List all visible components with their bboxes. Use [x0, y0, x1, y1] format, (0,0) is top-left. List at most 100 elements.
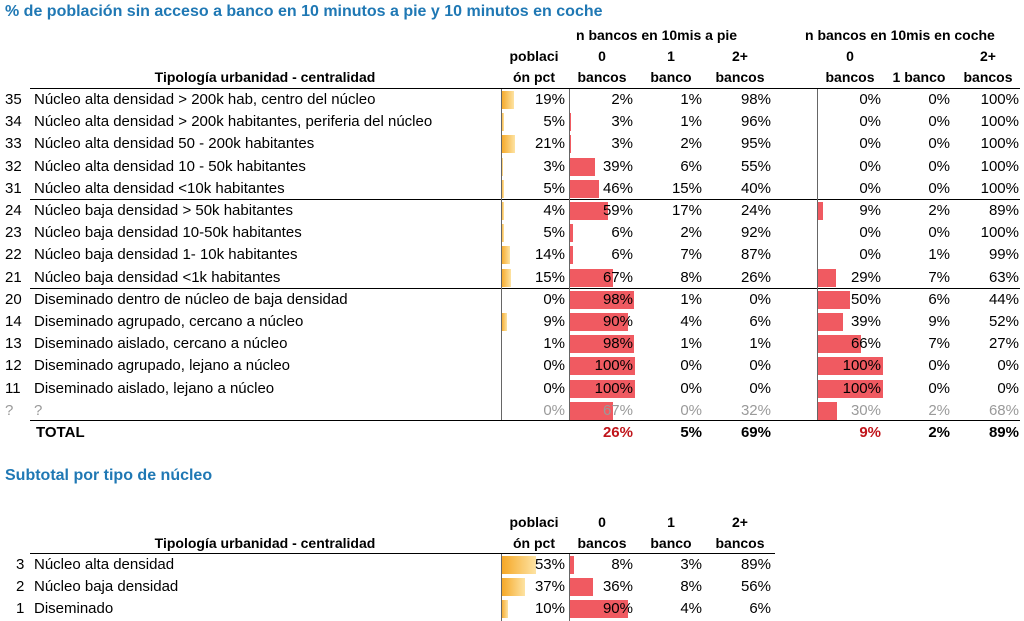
population-pct: 37%: [534, 578, 565, 596]
population-pct-cell: 19%: [501, 89, 567, 111]
walk-1-bank: 1%: [680, 91, 702, 108]
car-0-banks-cell: 0%: [817, 111, 883, 133]
row-name: Diseminado agrupado, lejano a núcleo: [34, 357, 291, 375]
table-row: 33 Núcleo alta densidad 50 - 200k habitan…: [0, 133, 1024, 155]
walk-0-bar: [569, 290, 634, 309]
walk-1-bank: 0%: [680, 401, 702, 419]
walk-0-banks-cell: 98%: [569, 333, 635, 355]
walk-0-banks: 3%: [611, 113, 633, 131]
population-pct: 4%: [543, 202, 565, 219]
row-code: 22: [5, 246, 22, 264]
car-1-header: 1 banco: [892, 69, 946, 85]
row-code: 13: [5, 335, 22, 353]
sub-walk-0-axis: [569, 554, 570, 621]
row-code: 14: [5, 313, 22, 330]
row-name: ?: [34, 401, 43, 419]
row-code: 20: [5, 290, 22, 308]
walk-0-banks: 3%: [611, 135, 633, 153]
population-bar: [501, 600, 508, 619]
walk-0-banks-cell: 39%: [569, 156, 635, 178]
car-0-banks-cell: 30%: [817, 400, 883, 422]
car-0-banks: 0%: [859, 91, 881, 108]
walk-2plus-banks: 96%: [740, 113, 771, 131]
car-0-banks-cell: 0%: [817, 244, 883, 266]
car-0-banks: 0%: [859, 157, 881, 175]
row-name: Núcleo baja densidad 1- 10k habitantes: [34, 246, 298, 264]
car-0-banks: 50%: [850, 290, 881, 308]
subtotal-title: Subtotal por tipo de núcleo: [5, 467, 213, 484]
table-row: ?? 0% 67% 0% 32% 30% 2% 68%: [0, 400, 1024, 422]
row-name: Diseminado: [34, 600, 114, 618]
row-code: ?: [5, 401, 14, 419]
row-name: Núcleo alta densidad 50 - 200k habitante…: [34, 135, 315, 153]
car-0-bar: [817, 401, 837, 420]
row-name: Núcleo baja densidad: [34, 578, 179, 596]
walk-0-banks-cell: 46%: [569, 178, 635, 200]
car-0-banks: 39%: [850, 313, 881, 330]
population-pct: 0%: [543, 290, 565, 308]
header-underline: [30, 88, 1020, 89]
population-pct: 9%: [543, 313, 565, 330]
walk-0-bar: [569, 268, 613, 287]
car-0-banks: 0%: [859, 224, 881, 242]
walk-1-bank: 8%: [680, 268, 702, 286]
total-walk-2plus: 69%: [740, 424, 771, 441]
population-bar: [501, 556, 536, 574]
car-0-banks-cell: 0%: [817, 133, 883, 155]
car-group-header: n bancos en 10mis en coche: [805, 27, 995, 43]
walk-2plus-banks: 32%: [740, 401, 771, 419]
walk-1-bank: 7%: [680, 246, 702, 264]
walk-1-bank: 15%: [671, 179, 702, 197]
car-2plus-banks: 63%: [988, 268, 1019, 286]
car-0-banks: 100%: [842, 379, 881, 397]
car-0-bar: [817, 335, 861, 354]
total-car-2plus: 89%: [988, 424, 1019, 441]
car-2plus-banks: 100%: [980, 113, 1019, 131]
car-2plus-banks: 27%: [988, 335, 1019, 353]
row-name: Diseminado aislado, cercano a núcleo: [34, 335, 288, 353]
walk-0-bar: [569, 246, 573, 265]
table-row: 14 Diseminado agrupado, cercano a núcleo 9…: [0, 311, 1024, 333]
car-0-bar: [817, 268, 836, 287]
sub-0-header-1: 0: [598, 514, 606, 530]
walk-2plus-banks: 95%: [740, 135, 771, 153]
car-1-bank: 0%: [928, 179, 950, 197]
population-pct: 0%: [543, 357, 565, 375]
row-name: Núcleo baja densidad 10-50k habitantes: [34, 224, 302, 242]
walk-0-bar: [569, 401, 613, 420]
car-1-bank: 7%: [928, 268, 950, 286]
walk-1-bank: 6%: [680, 157, 702, 175]
walk-2plus-banks: 24%: [740, 202, 771, 219]
car-0-banks: 66%: [850, 335, 881, 353]
row-code: 24: [5, 202, 22, 219]
walk-0-bar: [569, 202, 608, 220]
walk-1-bank: 2%: [680, 224, 702, 242]
population-pct-cell: 5%: [501, 111, 567, 133]
walk-0-banks: 67%: [602, 401, 633, 419]
row-name: Diseminado aislado, lejano a núcleo: [34, 379, 275, 397]
table-row: 1 Diseminado 10% 90% 4% 6%: [0, 598, 1024, 620]
walk-2plus-banks: 92%: [740, 224, 771, 242]
walk-0-banks-cell: 90%: [569, 311, 635, 333]
population-pct-cell: 9%: [501, 311, 567, 333]
walk-0-bar: [569, 157, 595, 176]
population-pct-cell: 15%: [501, 267, 567, 289]
row-code: 23: [5, 224, 22, 242]
walk-0-banks-cell: 98%: [569, 289, 635, 311]
car-1-bank: 6%: [928, 290, 950, 308]
car-2-header-1: 2+: [980, 48, 996, 64]
sub-typology-header: Tipología urbanidad - centralidad: [154, 535, 376, 551]
population-pct: 21%: [534, 135, 565, 153]
walk-1-bank: 17%: [671, 202, 702, 219]
population-pct-cell: 0%: [501, 355, 567, 377]
car-2plus-banks: 68%: [988, 401, 1019, 419]
table-row: 32 Núcleo alta densidad 10 - 50k habitant…: [0, 156, 1024, 178]
walk-0-banks-cell: 67%: [569, 267, 635, 289]
row-name: Núcleo alta densidad: [34, 556, 175, 573]
table-row: 24 Núcleo baja densidad > 50k habitantes 4…: [0, 200, 1024, 222]
table-row: 23 Núcleo baja densidad 10-50k habitantes…: [0, 222, 1024, 244]
car-0-axis: [817, 89, 818, 420]
row-code: 3: [16, 556, 25, 573]
row-code: 35: [5, 91, 22, 108]
population-bar: [501, 246, 510, 265]
